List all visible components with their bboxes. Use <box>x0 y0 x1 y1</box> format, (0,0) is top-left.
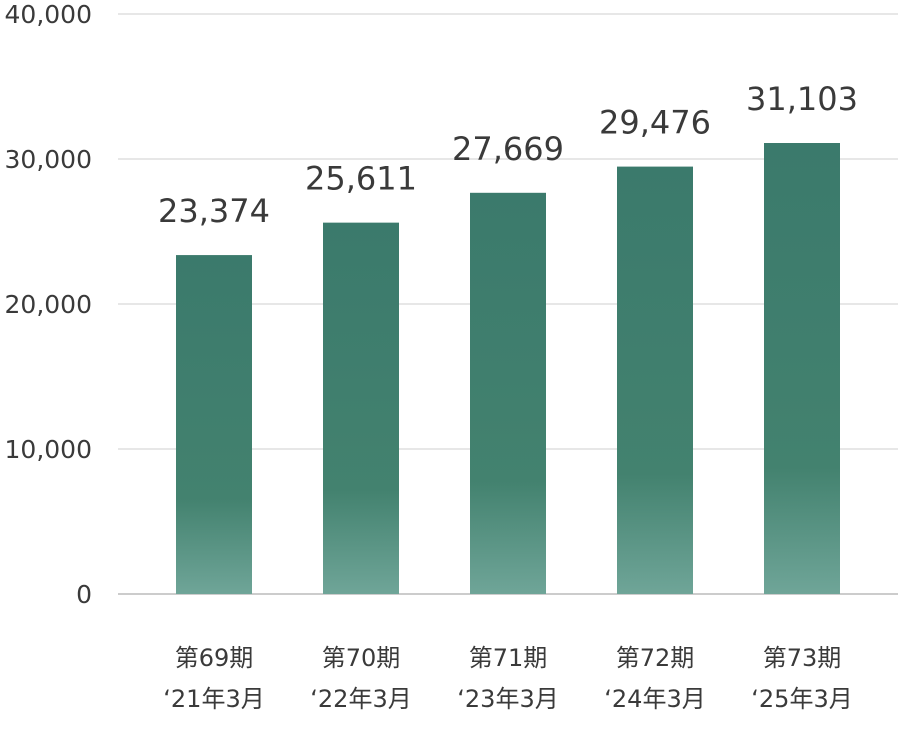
y-tick-label: 10,000 <box>5 435 92 464</box>
category-label-date: ‘22年3月 <box>310 685 411 713</box>
y-tick-label: 0 <box>76 580 92 609</box>
category-label-period: 第69期 <box>175 644 254 672</box>
category-label-period: 第73期 <box>763 644 842 672</box>
category-label-period: 第72期 <box>616 644 695 672</box>
category-label-date: ‘25年3月 <box>751 685 852 713</box>
bar <box>176 255 252 594</box>
data-label: 25,611 <box>305 160 417 198</box>
x-axis-category-labels: 第69期 ‘21年3月 第70期 ‘22年3月 第71期 ‘23年3月 第72期 ‘24年3月… <box>163 644 852 713</box>
bars <box>176 143 840 594</box>
data-labels: 23,374 25,611 27,669 29,476 31,103 <box>158 80 858 230</box>
bar <box>323 222 399 594</box>
y-tick-label: 30,000 <box>5 145 92 174</box>
y-tick-label: 20,000 <box>5 290 92 319</box>
bar <box>470 192 546 594</box>
data-label: 27,669 <box>452 130 564 168</box>
category-label-date: ‘23年3月 <box>457 685 558 713</box>
data-label: 29,476 <box>599 104 711 142</box>
y-tick-label: 40,000 <box>5 0 92 29</box>
data-label: 23,374 <box>158 192 270 230</box>
bar <box>764 143 840 594</box>
category-label-period: 第70期 <box>322 644 401 672</box>
data-label: 31,103 <box>746 80 858 118</box>
category-label-date: ‘21年3月 <box>163 685 264 713</box>
y-axis-tick-labels: 0 10,000 20,000 30,000 40,000 <box>5 0 92 609</box>
category-label-date: ‘24年3月 <box>604 685 705 713</box>
bar <box>617 166 693 594</box>
category-label-period: 第71期 <box>469 644 548 672</box>
